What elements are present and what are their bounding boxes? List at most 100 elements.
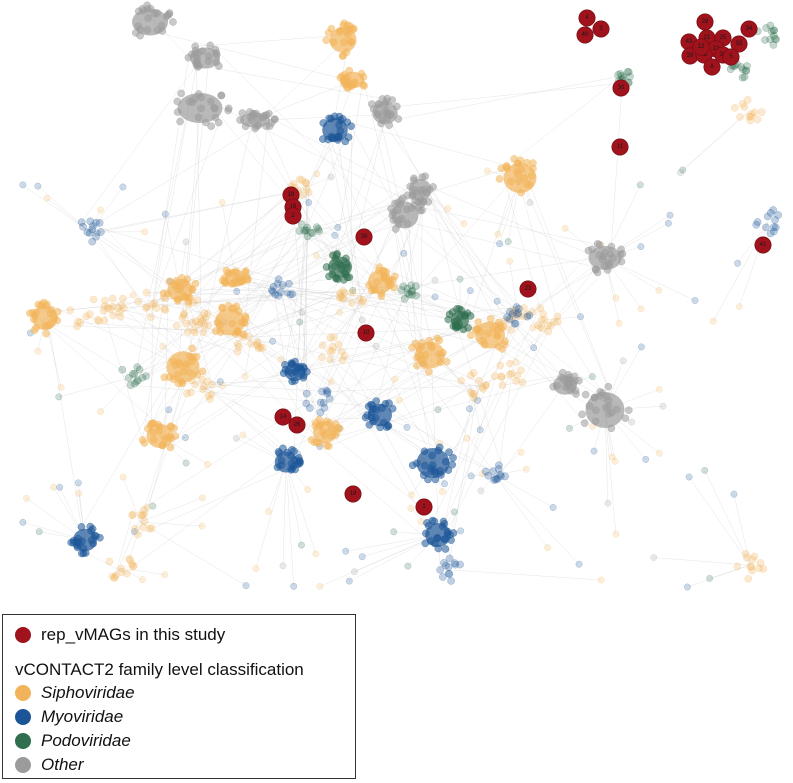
siphoviridae-node bbox=[490, 372, 499, 381]
siphoviridae-node bbox=[544, 321, 552, 330]
network-edge bbox=[255, 461, 287, 569]
network-edge bbox=[413, 178, 558, 386]
siphoviridae-node bbox=[756, 559, 765, 567]
siphoviridae-node bbox=[145, 524, 154, 533]
network-edge bbox=[400, 203, 510, 320]
siphoviridae-node bbox=[524, 310, 532, 319]
myoviridae-node bbox=[86, 229, 94, 237]
network-edge bbox=[177, 374, 312, 441]
network-edge bbox=[245, 270, 370, 425]
podoviridae-node bbox=[400, 294, 409, 303]
rep-vmag-marker bbox=[284, 207, 302, 225]
siphoviridae-node bbox=[302, 179, 311, 188]
network-edge bbox=[291, 289, 375, 464]
network-edge bbox=[37, 185, 91, 233]
network-edge bbox=[604, 409, 617, 535]
siphoviridae-node bbox=[348, 288, 357, 297]
myoviridae-node bbox=[34, 182, 42, 190]
podoviridae-node bbox=[770, 26, 779, 35]
siphoviridae-node bbox=[753, 115, 762, 124]
siphoviridae-node bbox=[337, 347, 346, 356]
edge-layer bbox=[22, 10, 769, 588]
siphoviridae-node bbox=[339, 294, 348, 303]
myoviridae-node bbox=[476, 426, 484, 434]
rep-vmag-label: 42 bbox=[701, 52, 708, 58]
network-edge bbox=[317, 381, 332, 401]
network-edge bbox=[494, 474, 580, 565]
siphoviridae-node bbox=[50, 483, 57, 491]
siphoviridae-node bbox=[126, 556, 134, 565]
network-edge bbox=[500, 377, 570, 475]
network-edge bbox=[214, 108, 342, 266]
network-edge bbox=[409, 279, 436, 293]
siphoviridae-node bbox=[117, 564, 125, 573]
myoviridae-node bbox=[445, 448, 453, 457]
podoviridae-node bbox=[128, 370, 137, 378]
rep-vmag-node: 30 bbox=[612, 79, 630, 97]
network-edge bbox=[103, 310, 238, 353]
siphoviridae-node bbox=[514, 309, 522, 317]
network-edge bbox=[339, 292, 354, 313]
myoviridae-node bbox=[772, 223, 780, 232]
network-edge bbox=[178, 97, 202, 363]
myoviridae-node bbox=[358, 553, 366, 561]
myoviridae-node bbox=[316, 398, 325, 407]
siphoviridae-node bbox=[479, 384, 487, 393]
siphoviridae-node bbox=[128, 560, 136, 568]
siphoviridae-node bbox=[160, 305, 169, 313]
siphoviridae-node bbox=[478, 470, 486, 478]
rep-vmag-label: 3 bbox=[599, 26, 603, 32]
network-edge bbox=[303, 192, 309, 369]
myoviridae-node bbox=[445, 570, 454, 578]
siphoviridae-node bbox=[655, 385, 663, 393]
podoviridae-node bbox=[623, 68, 632, 76]
rep-vmag-label: 1 bbox=[422, 504, 426, 510]
network-edge bbox=[73, 362, 179, 541]
network-edge bbox=[456, 327, 506, 477]
siphoviridae-node bbox=[104, 303, 112, 312]
myoviridae-node bbox=[320, 403, 329, 412]
rep-vmag-node: 5 bbox=[722, 48, 740, 66]
network-edge bbox=[134, 307, 148, 384]
myoviridae-node bbox=[345, 577, 353, 585]
siphoviridae-node bbox=[496, 361, 505, 370]
myoviridae-node bbox=[684, 583, 691, 591]
myoviridae-node bbox=[441, 545, 450, 553]
network-edge bbox=[285, 461, 294, 587]
siphoviridae-cluster-core bbox=[415, 341, 445, 369]
siphoviridae-node bbox=[140, 517, 149, 526]
network-edge bbox=[89, 209, 101, 233]
rep-vmag-node: 28 bbox=[696, 13, 714, 31]
podoviridae-node bbox=[35, 528, 43, 536]
siphoviridae-node bbox=[736, 303, 743, 310]
network-edge bbox=[199, 381, 221, 391]
siphoviridae-node bbox=[195, 320, 203, 329]
siphoviridae-node bbox=[172, 321, 181, 330]
network-edge bbox=[122, 477, 141, 523]
legend-podoviridae: Podoviridae bbox=[15, 731, 131, 751]
other-node bbox=[625, 406, 633, 415]
siphoviridae-cluster-core bbox=[341, 71, 365, 89]
network-edge bbox=[292, 293, 485, 346]
siphoviridae-node bbox=[514, 312, 523, 320]
myoviridae-node bbox=[342, 547, 350, 555]
siphoviridae-node bbox=[108, 572, 116, 580]
siphoviridae-node bbox=[30, 326, 39, 335]
siphoviridae-node bbox=[302, 185, 311, 193]
siphoviridae-node bbox=[425, 368, 433, 376]
myoviridae-node bbox=[331, 231, 339, 239]
network-edge bbox=[114, 515, 133, 578]
network-edge bbox=[58, 376, 134, 398]
siphoviridae-node bbox=[189, 298, 198, 307]
network-edge bbox=[518, 269, 597, 317]
rep-vmag-node: 14 bbox=[274, 408, 292, 426]
siphoviridae-node bbox=[43, 194, 51, 202]
network-edge bbox=[482, 473, 496, 476]
myoviridae-node bbox=[56, 483, 64, 491]
podoviridae-node bbox=[301, 226, 310, 235]
network-edge bbox=[506, 75, 622, 167]
rep-vmag-label: 18 bbox=[288, 192, 295, 198]
podoviridae-node bbox=[118, 365, 127, 374]
network-edge bbox=[82, 226, 193, 362]
siphoviridae-node bbox=[413, 361, 421, 370]
